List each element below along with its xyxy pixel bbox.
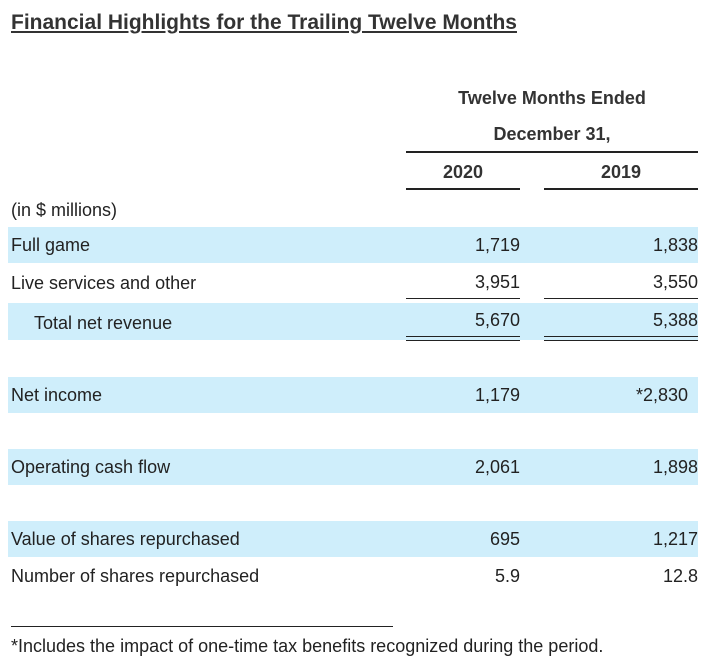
header-year-2020: 2020 <box>442 162 484 182</box>
row-band <box>8 227 698 263</box>
year-rule-2020 <box>406 188 520 190</box>
value-2019: 1,898 <box>652 457 698 477</box>
year-rule-2019 <box>544 188 698 190</box>
row-band <box>8 521 698 557</box>
value-2019: 5,388 <box>652 310 698 330</box>
value-2020: 695 <box>489 529 520 549</box>
row-label-operating-cash-flow: Operating cash flow <box>11 457 171 477</box>
value-2020: 5.9 <box>494 566 520 586</box>
value-2020: 2,061 <box>474 457 520 477</box>
value-2019: 1,838 <box>652 235 698 255</box>
value-2019: 1,217 <box>652 529 698 549</box>
row-band <box>8 303 698 340</box>
row-label-net-income: Net income <box>11 385 103 405</box>
value-2019: 12.8 <box>662 566 698 586</box>
header-period: Twelve Months Ended <box>458 88 646 108</box>
footnote-divider <box>11 626 393 627</box>
row-label-full-game: Full game <box>11 235 91 255</box>
header-date: December 31, <box>493 124 611 144</box>
units-label: (in $ millions) <box>11 200 118 220</box>
row-band <box>8 377 698 413</box>
value-2020: 1,719 <box>474 235 520 255</box>
value-2020: 5,670 <box>474 310 520 330</box>
row-label-value-of-shares: Value of shares repurchased <box>11 529 240 549</box>
row-band <box>8 449 698 485</box>
value-2019: 3,550 <box>652 272 698 292</box>
total-double-rule-2019 <box>544 336 698 341</box>
row-label-live-services: Live services and other <box>11 273 197 293</box>
value-2019: *2,830 <box>635 385 688 405</box>
row-label-number-of-shares: Number of shares repurchased <box>11 566 260 586</box>
value-2020: 3,951 <box>474 272 520 292</box>
value-2020: 1,179 <box>474 385 520 405</box>
total-double-rule-2020 <box>406 336 520 341</box>
footnote: *Includes the impact of one-time tax ben… <box>11 636 604 656</box>
subtotal-rule-2019 <box>544 298 698 299</box>
header-year-2019: 2019 <box>600 162 642 182</box>
header-rule <box>406 151 698 153</box>
page-title: Financial Highlights for the Trailing Tw… <box>11 11 517 34</box>
subtotal-rule-2020 <box>406 298 520 299</box>
row-label-total-net-revenue: Total net revenue <box>34 313 173 333</box>
